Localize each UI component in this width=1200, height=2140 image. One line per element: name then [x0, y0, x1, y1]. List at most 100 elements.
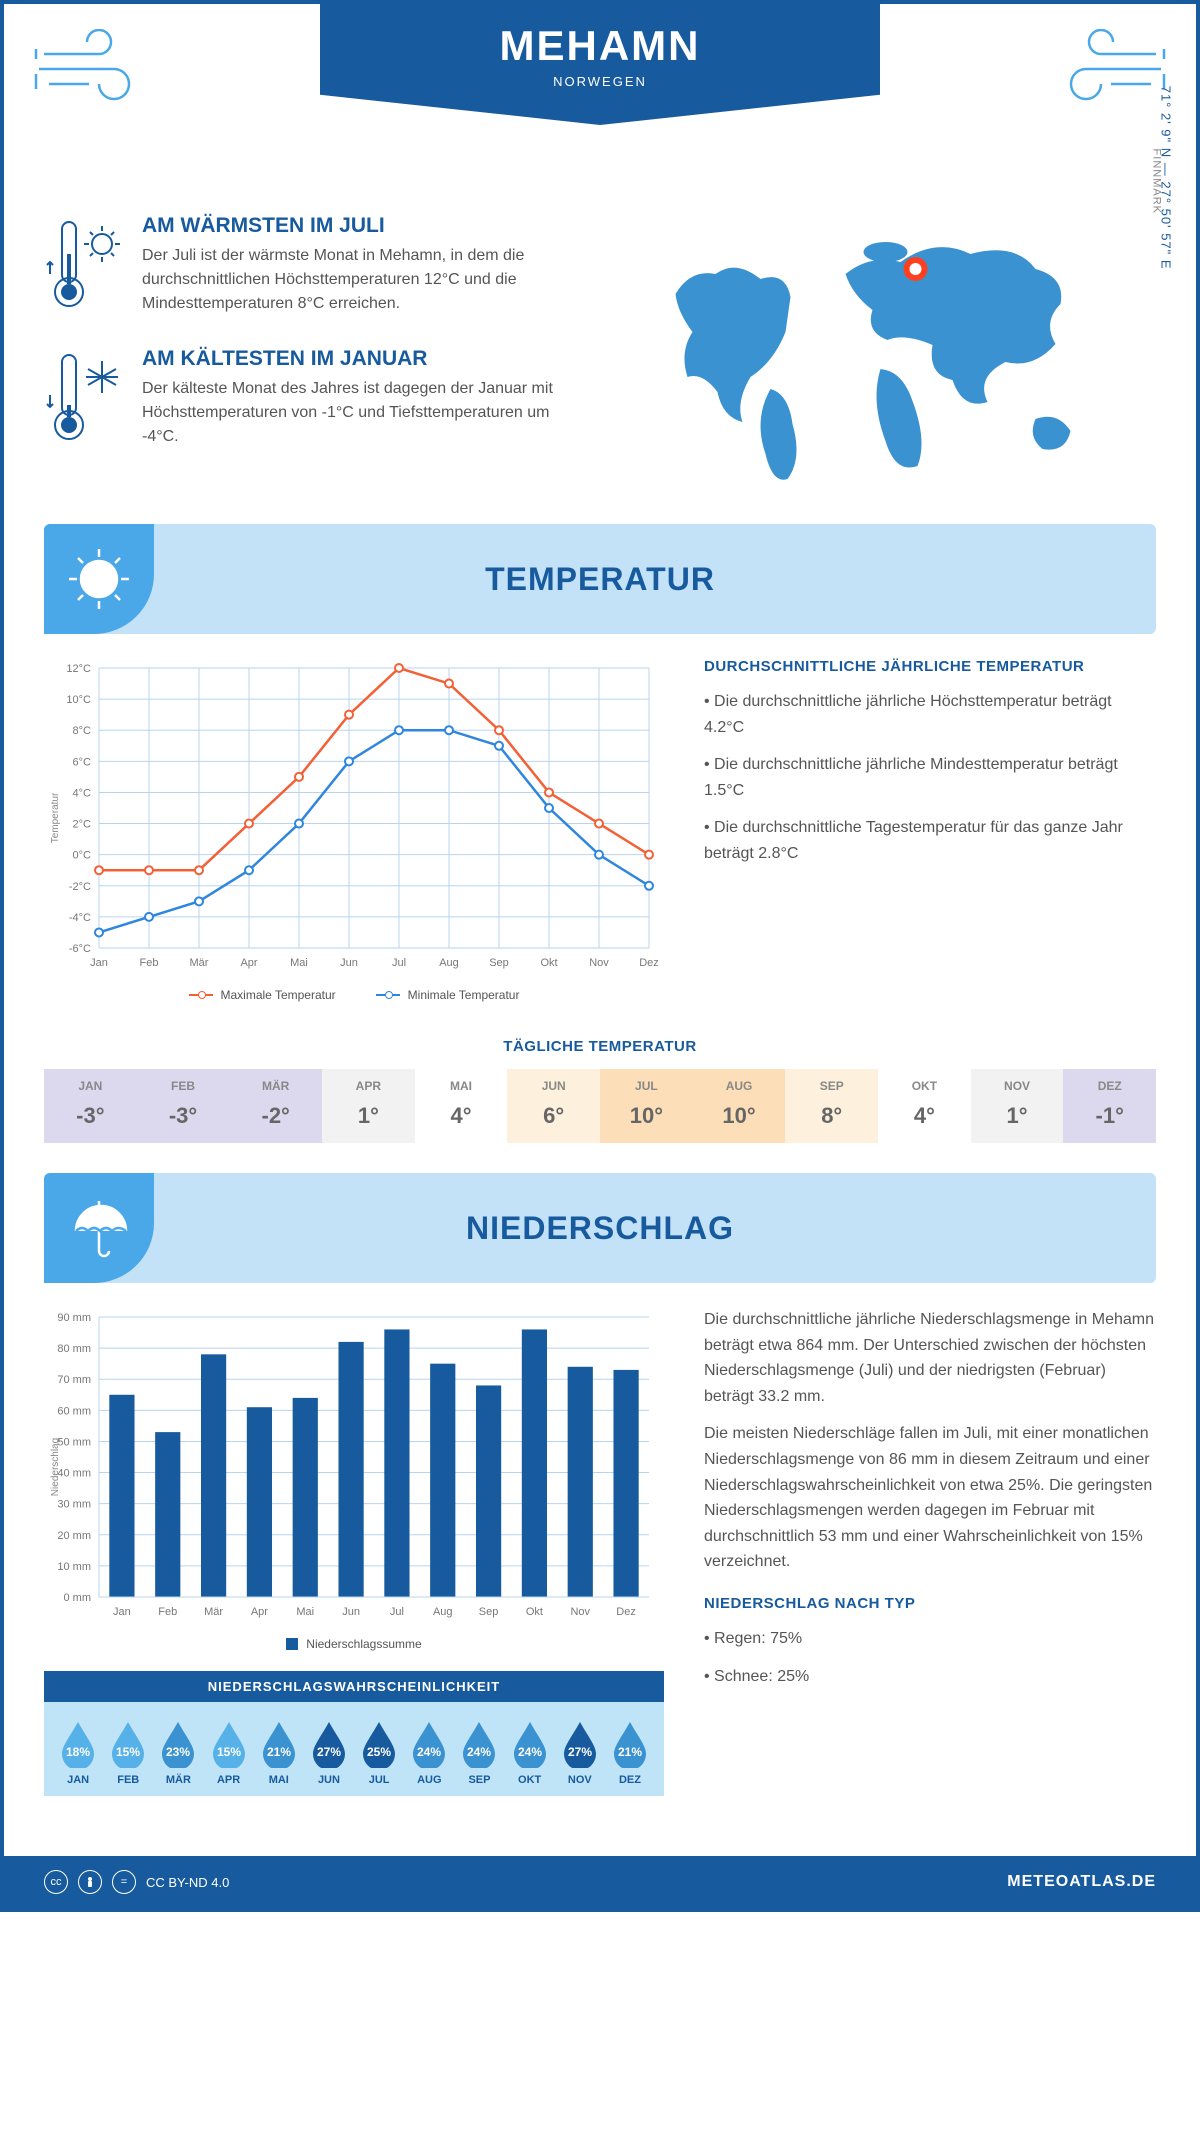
precip-p1: Die durchschnittliche jährliche Niedersc…: [704, 1307, 1156, 1409]
svg-text:70 mm: 70 mm: [57, 1374, 91, 1386]
svg-text:10°C: 10°C: [66, 694, 91, 706]
svg-text:24%: 24%: [518, 1745, 542, 1759]
drop-month: OKT: [506, 1774, 554, 1786]
month-value: 8°: [785, 1103, 878, 1129]
svg-text:Jan: Jan: [90, 957, 108, 969]
svg-text:21%: 21%: [618, 1745, 642, 1759]
svg-text:8°C: 8°C: [73, 725, 92, 737]
month-value: -3°: [137, 1103, 230, 1129]
cc-icon: cc: [44, 1870, 68, 1894]
footer-site: METEOATLAS.DE: [1007, 1873, 1156, 1891]
drop-cell: 23%MÄR: [154, 1720, 202, 1786]
svg-text:Jan: Jan: [113, 1606, 131, 1618]
precip-type-item: Regen: 75%: [704, 1626, 1156, 1652]
precipitation-header: NIEDERSCHLAG: [44, 1173, 1156, 1283]
coords-label: 71° 2' 9" N — 27° 50' 57" E: [1159, 86, 1174, 270]
month-cell: NOV1°: [971, 1069, 1064, 1143]
drop-icon: 27%: [310, 1720, 348, 1768]
month-name: OKT: [878, 1079, 971, 1093]
month-cell: DEZ -1°: [1063, 1069, 1156, 1143]
drop-month: MÄR: [154, 1774, 202, 1786]
title-banner: MEHAMN NORWEGEN: [320, 4, 880, 125]
drop-icon: 24%: [511, 1720, 549, 1768]
map-col: FINNMARK 71° 2' 9" N — 27° 50' 57" E: [615, 214, 1156, 494]
precipitation-row: 0 mm10 mm20 mm30 mm40 mm50 mm60 mm70 mm8…: [44, 1307, 1156, 1796]
drop-month: FEB: [104, 1774, 152, 1786]
warmest-text: AM WÄRMSTEN IM JULI Der Juli ist der wär…: [142, 214, 585, 319]
legend-sum-label: Niederschlagssumme: [306, 1637, 421, 1651]
svg-text:27%: 27%: [568, 1745, 592, 1759]
svg-text:Jul: Jul: [392, 957, 406, 969]
svg-text:6°C: 6°C: [73, 756, 92, 768]
drop-cell: 24%SEP: [455, 1720, 503, 1786]
precip-type-title: NIEDERSCHLAG NACH TYP: [704, 1595, 1156, 1612]
drop-cell: 15%APR: [205, 1720, 253, 1786]
month-name: AUG: [693, 1079, 786, 1093]
month-value: 10°: [693, 1103, 786, 1129]
svg-text:24%: 24%: [467, 1745, 491, 1759]
drop-icon: 21%: [611, 1720, 649, 1768]
drop-cell: 25%JUL: [355, 1720, 403, 1786]
intro-text-col: AM WÄRMSTEN IM JULI Der Juli ist der wär…: [44, 214, 585, 494]
city-title: MEHAMN: [320, 22, 880, 70]
svg-text:Mär: Mär: [190, 957, 209, 969]
drop-cell: 27%JUN: [305, 1720, 353, 1786]
daily-temp-strip: JAN-3°FEB-3°MÄR-2°APR1°MAI4°JUN6°JUL10°A…: [44, 1069, 1156, 1143]
svg-text:Nov: Nov: [570, 1606, 590, 1618]
drop-month: JAN: [54, 1774, 102, 1786]
umbrella-icon: [44, 1173, 154, 1283]
svg-text:27%: 27%: [317, 1745, 341, 1759]
svg-text:Mai: Mai: [290, 957, 308, 969]
license-text: CC BY-ND 4.0: [146, 1875, 229, 1890]
month-name: SEP: [785, 1079, 878, 1093]
drop-cell: 15% FEB: [104, 1720, 152, 1786]
svg-text:Sep: Sep: [489, 957, 509, 969]
svg-text:30 mm: 30 mm: [57, 1499, 91, 1511]
month-cell: MAI4°: [415, 1069, 508, 1143]
daily-temp-title: TÄGLICHE TEMPERATUR: [44, 1038, 1156, 1055]
svg-text:25%: 25%: [367, 1745, 391, 1759]
coldest-title: AM KÄLTESTEN IM JANUAR: [142, 347, 585, 371]
svg-text:Aug: Aug: [439, 957, 459, 969]
svg-text:Temperatur: Temperatur: [50, 792, 61, 843]
drop-cell: 24% OKT: [506, 1720, 554, 1786]
thermometer-sun-icon: [44, 214, 124, 319]
avg-temp-col: DURCHSCHNITTLICHE JÄHRLICHE TEMPERATUR D…: [704, 658, 1156, 1002]
month-value: 4°: [878, 1103, 971, 1129]
drop-icon: 24%: [410, 1720, 448, 1768]
drop-icon: 15%: [109, 1720, 147, 1768]
svg-text:Jul: Jul: [390, 1606, 404, 1618]
drop-cell: 21%DEZ: [606, 1720, 654, 1786]
svg-text:10 mm: 10 mm: [57, 1561, 91, 1573]
svg-text:15%: 15%: [116, 1745, 140, 1759]
content: AM WÄRMSTEN IM JULI Der Juli ist der wär…: [4, 214, 1196, 1826]
drop-month: APR: [205, 1774, 253, 1786]
svg-text:-4°C: -4°C: [69, 912, 91, 924]
svg-text:Sep: Sep: [479, 1606, 499, 1618]
month-cell: OKT 4°: [878, 1069, 971, 1143]
precip-chart-col: 0 mm10 mm20 mm30 mm40 mm50 mm60 mm70 mm8…: [44, 1307, 664, 1796]
legend-min: Minimale Temperatur: [376, 988, 520, 1002]
svg-text:Dez: Dez: [616, 1606, 636, 1618]
svg-text:-6°C: -6°C: [69, 943, 91, 955]
wind-icon: [1056, 29, 1166, 114]
drop-icon: 18%: [59, 1720, 97, 1768]
month-name: NOV: [971, 1079, 1064, 1093]
month-cell: APR1°: [322, 1069, 415, 1143]
month-name: MÄR: [229, 1079, 322, 1093]
month-cell: JAN-3°: [44, 1069, 137, 1143]
svg-text:Apr: Apr: [240, 957, 257, 969]
month-value: 1°: [322, 1103, 415, 1129]
month-name: DEZ: [1063, 1079, 1156, 1093]
avg-temp-title: DURCHSCHNITTLICHE JÄHRLICHE TEMPERATUR: [704, 658, 1156, 675]
drop-month: NOV: [556, 1774, 604, 1786]
svg-text:60 mm: 60 mm: [57, 1405, 91, 1417]
svg-text:Mär: Mär: [204, 1606, 223, 1618]
svg-text:12°C: 12°C: [66, 663, 91, 675]
month-cell: JUN6°: [507, 1069, 600, 1143]
svg-text:Nov: Nov: [589, 957, 609, 969]
month-value: -1°: [1063, 1103, 1156, 1129]
svg-text:20 mm: 20 mm: [57, 1530, 91, 1542]
legend-min-label: Minimale Temperatur: [408, 988, 520, 1002]
svg-text:18%: 18%: [66, 1745, 90, 1759]
